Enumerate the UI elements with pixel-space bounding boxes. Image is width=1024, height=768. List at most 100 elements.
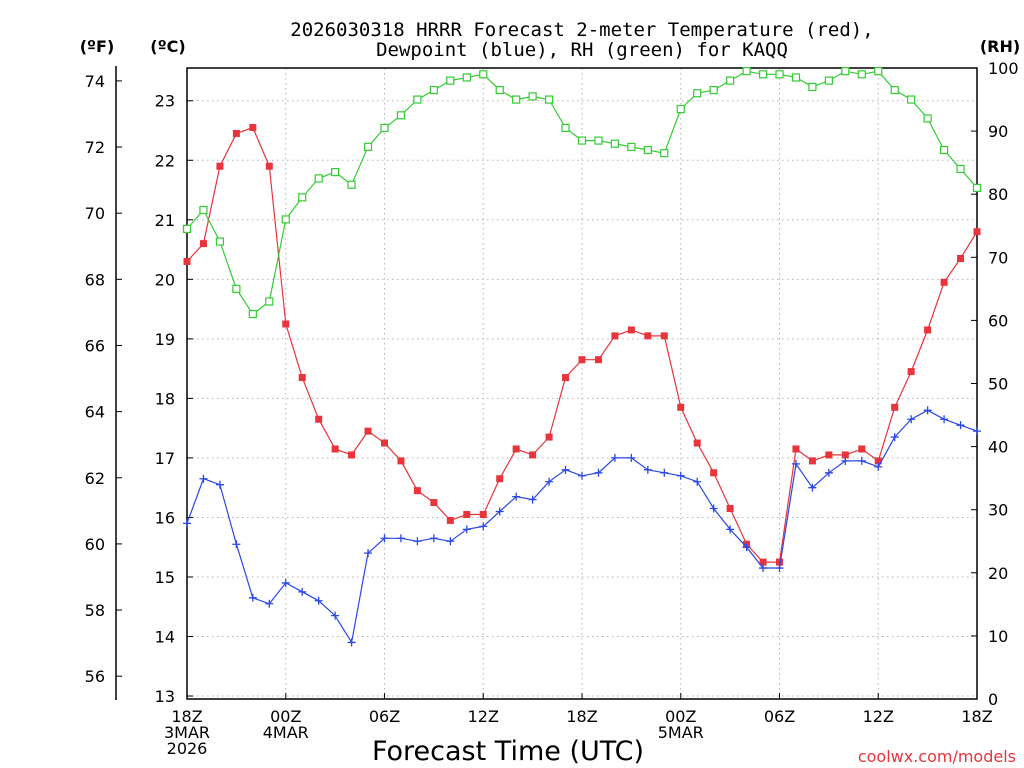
x-tick-label: 12Z	[468, 707, 499, 726]
data-point	[314, 596, 323, 605]
data-point	[331, 168, 340, 177]
data-point	[939, 145, 949, 155]
data-point	[957, 254, 965, 262]
data-point	[561, 123, 570, 133]
fahrenheit-unit-label: (ºF)	[80, 37, 115, 56]
data-point	[808, 457, 816, 465]
data-point	[281, 215, 290, 224]
data-point	[956, 421, 965, 430]
data-point	[973, 228, 981, 236]
series-dewpoint	[183, 406, 981, 647]
data-point	[512, 492, 521, 501]
rh-tick-label: 20	[988, 564, 1008, 583]
data-point	[858, 445, 866, 453]
data-point	[545, 477, 554, 486]
data-point	[232, 540, 241, 549]
celsius-axis: 13 14 15 16 17 18 19 20 21 22 23	[155, 92, 193, 706]
data-point	[462, 73, 471, 82]
data-point	[315, 415, 323, 423]
data-point	[627, 453, 636, 462]
x-tick-label: 5MAR	[658, 723, 704, 742]
data-point	[923, 406, 932, 415]
celsius-tick-label: 13	[155, 687, 175, 706]
data-point	[413, 487, 421, 495]
data-point	[396, 534, 405, 543]
data-point	[364, 427, 372, 435]
data-point	[182, 224, 192, 234]
chart-title-line1: 2026030318 HRRR Forecast 2-meter Tempera…	[290, 19, 873, 41]
data-point	[348, 451, 356, 459]
data-point	[248, 593, 257, 602]
data-point	[331, 611, 340, 620]
data-point	[429, 534, 438, 543]
data-point	[199, 474, 208, 483]
data-point	[841, 67, 850, 76]
data-point	[381, 439, 388, 447]
data-point	[693, 89, 702, 98]
x-axis-label: Forecast Time (UTC)	[372, 736, 644, 767]
x-tick-label: 4MAR	[263, 723, 309, 742]
data-point	[791, 73, 801, 82]
data-point	[956, 164, 965, 174]
data-point	[199, 240, 207, 248]
data-point	[891, 403, 899, 411]
data-point	[331, 445, 339, 453]
data-point	[644, 332, 652, 340]
data-point	[824, 76, 833, 85]
data-point	[973, 427, 981, 436]
data-point	[413, 95, 422, 104]
series-relative-humidity	[182, 67, 982, 319]
celsius-tick-label: 20	[155, 270, 175, 289]
data-point	[643, 465, 652, 474]
data-point	[660, 332, 668, 340]
data-point	[397, 457, 405, 465]
x-tick-label: 18Z	[961, 707, 992, 726]
data-point	[463, 510, 471, 518]
data-point	[709, 504, 718, 513]
rh-unit-label: (RH)	[980, 37, 1020, 56]
data-point	[462, 525, 471, 534]
rh-tick-label: 40	[988, 438, 1008, 457]
data-point	[578, 356, 586, 364]
data-point	[742, 67, 751, 76]
data-point	[282, 320, 290, 328]
fahrenheit-tick-label: 60	[85, 535, 105, 554]
data-point	[693, 477, 702, 486]
fahrenheit-tick-label: 58	[85, 601, 105, 620]
data-point	[594, 468, 603, 477]
data-point	[676, 104, 685, 114]
data-point	[561, 465, 570, 474]
data-point	[183, 257, 191, 265]
data-point	[841, 451, 849, 459]
data-point	[710, 469, 718, 477]
data-point	[759, 564, 768, 573]
data-point	[627, 142, 636, 151]
data-point	[808, 82, 817, 92]
data-point	[577, 136, 587, 145]
data-point	[676, 471, 685, 480]
data-point	[495, 85, 504, 95]
data-point	[479, 510, 487, 518]
data-point	[232, 129, 240, 137]
data-point	[512, 445, 520, 453]
data-point	[446, 516, 454, 524]
data-point	[495, 507, 504, 516]
data-point	[709, 85, 718, 95]
data-point	[528, 92, 537, 101]
data-point	[380, 534, 389, 543]
data-point	[610, 139, 620, 148]
celsius-tick-label: 19	[155, 330, 175, 349]
data-point	[874, 457, 882, 465]
chart-title-line2: Dewpoint (blue), RH (green) for KAQQ	[376, 39, 788, 61]
data-point	[215, 237, 225, 246]
fahrenheit-tick-label: 64	[85, 403, 105, 422]
data-point	[874, 462, 883, 471]
data-point	[610, 453, 619, 462]
x-tick-label: 3MAR	[164, 723, 210, 742]
data-point	[215, 480, 224, 489]
series-line	[186, 409, 978, 645]
data-point	[446, 537, 455, 546]
data-point	[791, 459, 800, 468]
fahrenheit-tick-label: 72	[85, 138, 105, 157]
